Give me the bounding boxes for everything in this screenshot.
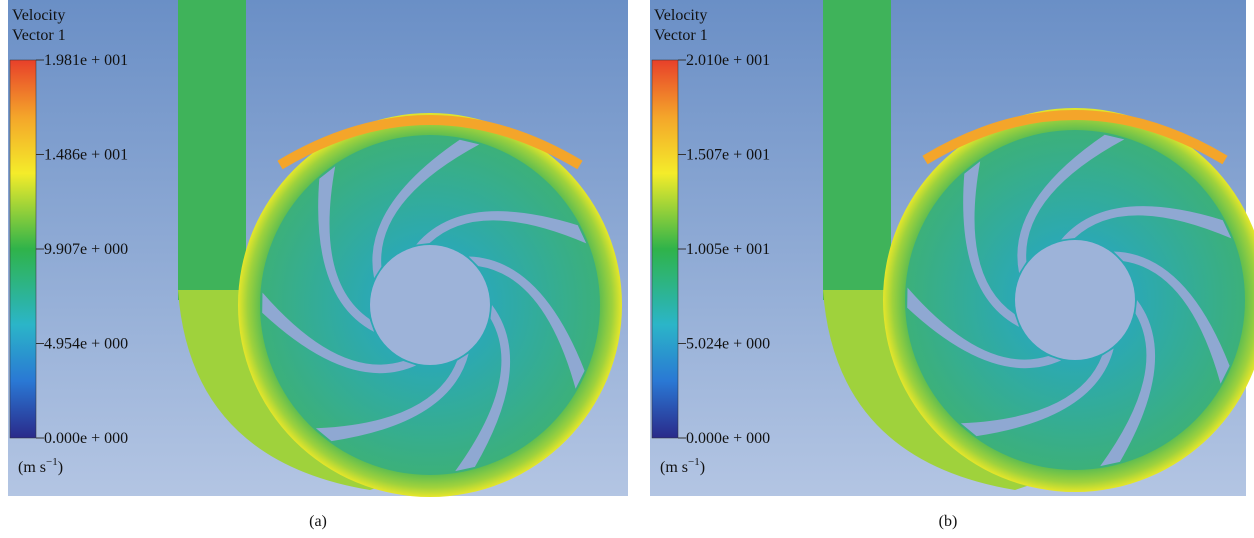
unit-close: ) [58,459,63,476]
unit-exponent: −1 [688,456,700,468]
colorbar-tick-label: 9.907e + 000 [44,241,128,258]
panel: Velocity Vector 1 2.010e + 001 1.507e + 001… [650,0,1254,530]
panel: Velocity Vector 1 1.981e + 001 1.486e + 001… [8,0,628,530]
legend-title: Vector 1 [654,27,708,44]
inlet-pipe [823,0,891,300]
legend-title: Vector 1 [12,27,66,44]
legend-title: Velocity [654,7,707,24]
unit-exponent: −1 [46,456,58,468]
hub [1015,240,1135,360]
colorbar-tick-label: 1.005e + 001 [686,241,770,258]
unit-close: ) [700,459,705,476]
colorbar-tick-label: 5.024e + 000 [686,336,770,353]
unit-base: (m s [660,459,688,476]
unit-base: (m s [18,459,46,476]
colorbar-tick-label: 1.486e + 001 [44,147,128,164]
figure: Velocity Vector 1 1.981e + 001 1.486e + 001… [0,0,1254,538]
colorbar-tick-label: 2.010e + 001 [686,52,770,69]
colorbar-tick-label: 1.981e + 001 [44,52,128,69]
colorbar [10,60,36,438]
colorbar-tick-label: 0.000e + 000 [686,430,770,447]
caption: (b) [939,513,958,530]
hub [370,245,490,365]
colorbar-tick-label: 0.000e + 000 [44,430,128,447]
colorbar [652,60,678,438]
caption: (a) [309,513,327,530]
colorbar-tick-label: 1.507e + 001 [686,147,770,164]
colorbar-tick-label: 4.954e + 000 [44,336,128,353]
legend-title: Velocity [12,7,65,24]
inlet-pipe [178,0,246,300]
